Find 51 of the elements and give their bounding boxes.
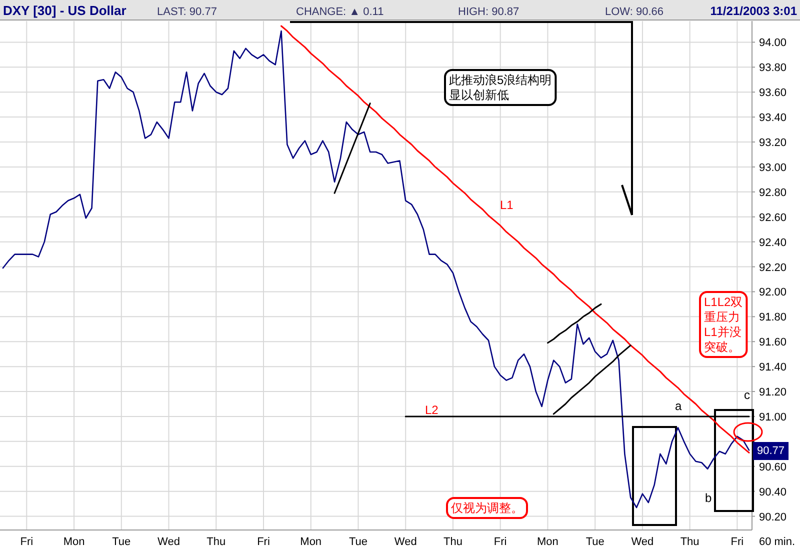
x-tick-label: Thu xyxy=(680,536,700,548)
annotation: 仅视为调整。 xyxy=(451,501,523,515)
annotation: b xyxy=(705,491,712,505)
y-tick-label: 94.00 xyxy=(759,37,787,50)
x-tick-label: Mon xyxy=(63,536,85,548)
y-tick-label: 93.80 xyxy=(759,62,787,74)
x-tick-label: Tue xyxy=(586,536,604,548)
chart-title: DXY [30] - US Dollar xyxy=(3,3,126,18)
annotation: L1L2双重压力L1并没突破。 xyxy=(704,295,743,354)
y-tick-label: 92.00 xyxy=(759,286,787,299)
y-tick-label: 93.40 xyxy=(759,112,787,124)
y-tick-label: 92.40 xyxy=(759,236,787,249)
x-tick-label: Mon xyxy=(300,536,322,548)
y-tick-label: 93.60 xyxy=(759,87,787,100)
annotation: 此推动浪5浪结构明显以创新低 xyxy=(449,73,552,102)
y-tick-label: 93.00 xyxy=(759,162,787,174)
x-tick-label: Fri xyxy=(494,536,507,548)
annotation: L1 xyxy=(500,198,514,212)
y-tick-label: 91.20 xyxy=(759,386,787,399)
x-tick-label: Thu xyxy=(443,536,462,548)
x-tick-label: Fri xyxy=(257,536,270,548)
y-tick-label: 91.80 xyxy=(759,312,787,324)
annotation: a xyxy=(675,399,682,413)
text: 11/21/2003 3:01 xyxy=(710,4,798,18)
annotation: c xyxy=(744,388,750,402)
y-tick-label: 91.40 xyxy=(759,362,787,374)
annotation: L2 xyxy=(425,403,439,417)
x-tick-label: Wed xyxy=(158,536,180,548)
text: CHANGE: ▲ 0.11 xyxy=(296,6,384,18)
text: 90.77 xyxy=(757,445,785,457)
x-tick-label: Wed xyxy=(394,536,417,548)
y-tick-label: 91.00 xyxy=(759,411,787,424)
y-tick-label: 93.20 xyxy=(759,137,787,150)
y-tick-label: 91.60 xyxy=(759,336,787,349)
x-tick-label: Fri xyxy=(730,536,744,548)
x-tick-label: Wed xyxy=(631,536,654,548)
text: HIGH: 90.87 xyxy=(458,6,520,18)
text: LOW: 90.66 xyxy=(605,6,664,18)
x-tick-label: Mon xyxy=(537,536,558,548)
x-tick-label: Thu xyxy=(206,536,226,548)
text: LAST: 90.77 xyxy=(157,6,217,18)
x-tick-label: Tue xyxy=(348,536,368,548)
y-tick-label: 92.20 xyxy=(759,262,787,274)
x-tick-label: Fri xyxy=(20,536,34,548)
y-tick-label: 90.20 xyxy=(759,511,787,524)
y-tick-label: 90.60 xyxy=(759,461,787,474)
y-tick-label: 92.60 xyxy=(759,212,787,224)
text: 60 min. xyxy=(758,536,796,548)
x-tick-label: Tue xyxy=(112,536,131,548)
y-tick-label: 90.40 xyxy=(759,486,787,498)
y-tick-label: 92.80 xyxy=(759,186,787,199)
